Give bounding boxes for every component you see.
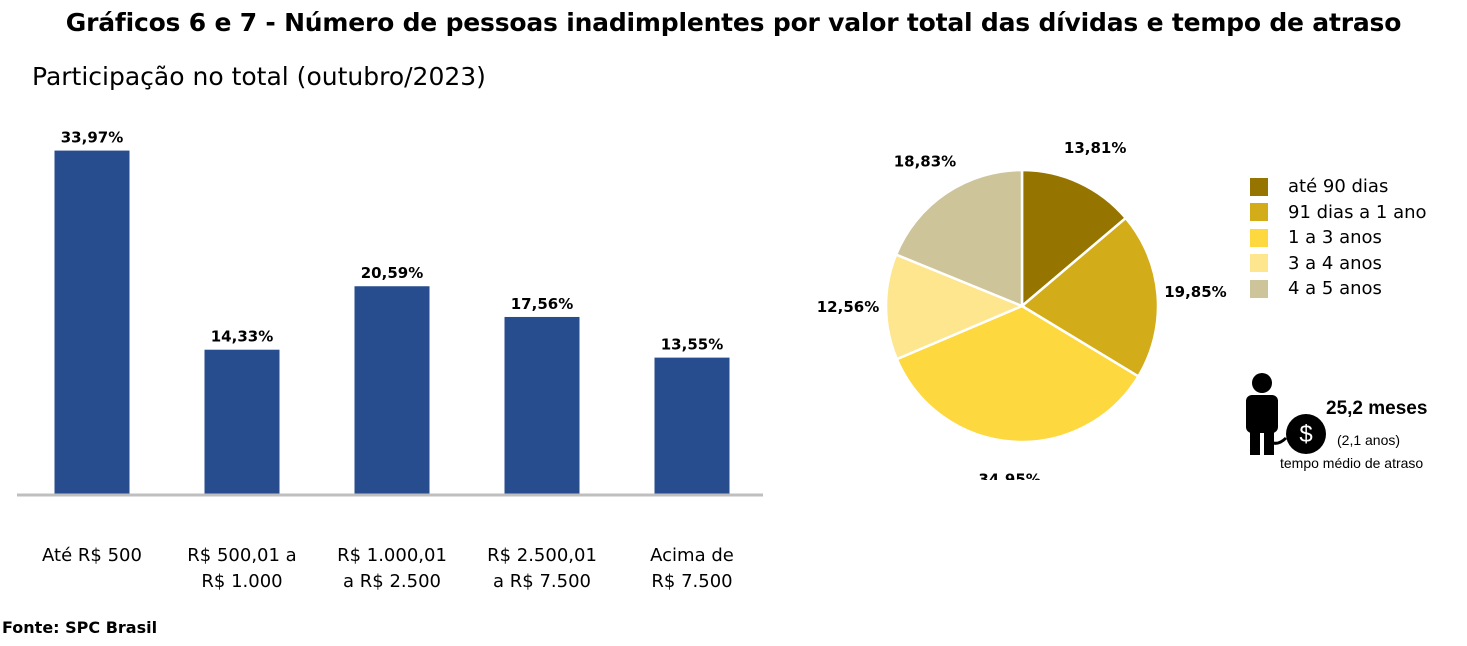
legend-label: até 90 dias	[1288, 176, 1389, 198]
legend-item: até 90 dias	[1250, 174, 1427, 200]
legend-label: 4 a 5 anos	[1288, 278, 1382, 300]
category-label: R$ 500,01 a	[187, 545, 296, 566]
svg-text:$: $	[1299, 421, 1312, 448]
bar	[354, 286, 430, 495]
pie-chart: 13,81% 19,85% 34,95% 12,56% 18,83%	[817, 140, 1227, 480]
bar-value-label: 20,59%	[361, 264, 423, 282]
pie-slice	[1019, 216, 1160, 379]
legend-label: 1 a 3 anos	[1288, 227, 1382, 249]
legend-label: 91 dias a 1 ano	[1288, 201, 1427, 223]
pie-slice	[884, 252, 1026, 361]
pie-slice	[894, 168, 1024, 308]
legend-item: 91 dias a 1 ano	[1250, 200, 1427, 226]
legend-item: 4 a 5 anos	[1250, 276, 1427, 302]
page-subtitle: Participação no total (outubro/2023)	[32, 62, 486, 91]
legend-swatch	[1250, 177, 1268, 196]
legend-swatch	[1250, 279, 1268, 298]
pie-value-label: 34,95%	[978, 471, 1040, 480]
average-delay-years: (2,1 anos)	[1337, 432, 1401, 448]
bar	[54, 150, 130, 495]
legend-label: 3 a 4 anos	[1288, 252, 1382, 274]
bar-value-label: 14,33%	[211, 328, 273, 346]
bar-value-label: 13,55%	[661, 336, 723, 354]
category-label: Até R$ 500	[42, 545, 142, 566]
legend-item: 1 a 3 anos	[1250, 225, 1427, 251]
pie-legend: até 90 dias 91 dias a 1 ano 1 a 3 anos 3 a …	[1250, 174, 1427, 302]
average-delay-caption: tempo médio de atraso	[1280, 455, 1424, 471]
pie-value-label: 13,81%	[1064, 140, 1126, 157]
bar	[654, 357, 730, 495]
person-with-money-icon: $	[1246, 373, 1326, 455]
pie-value-label: 12,56%	[817, 298, 879, 316]
category-label: R$ 1.000,01	[337, 545, 447, 566]
legend-swatch	[1250, 203, 1268, 222]
bar-value-label: 33,97%	[61, 129, 123, 147]
bar	[504, 316, 580, 495]
source-note: Fonte: SPC Brasil	[2, 618, 158, 637]
average-delay-panel: $ 25,2 meses (2,1 anos) tempo médio de a…	[1240, 370, 1460, 480]
legend-item: 3 a 4 anos	[1250, 251, 1427, 277]
category-label: a R$ 7.500	[493, 571, 591, 592]
bar-value-label: 17,56%	[511, 295, 573, 313]
legend-swatch	[1250, 254, 1268, 273]
category-label: R$ 1.000	[201, 571, 282, 592]
pie-slice	[1020, 168, 1128, 309]
bar-chart: 33,97% Até R$ 500 14,33% R$ 500,01 a R$ 1.00…	[17, 129, 763, 592]
category-label: Acima de	[650, 545, 734, 566]
legend-swatch	[1250, 228, 1268, 247]
category-label: R$ 7.500	[651, 571, 732, 592]
pie-value-label: 19,85%	[1164, 283, 1226, 301]
category-label: a R$ 2.500	[343, 571, 441, 592]
pie-slice	[895, 304, 1141, 444]
category-label: R$ 2.500,01	[487, 545, 597, 566]
page-title: Gráficos 6 e 7 - Número de pessoas inadi…	[65, 8, 1402, 37]
pie-value-label: 18,83%	[894, 153, 956, 171]
bar	[204, 349, 280, 495]
average-delay-value: 25,2 meses	[1326, 398, 1428, 419]
